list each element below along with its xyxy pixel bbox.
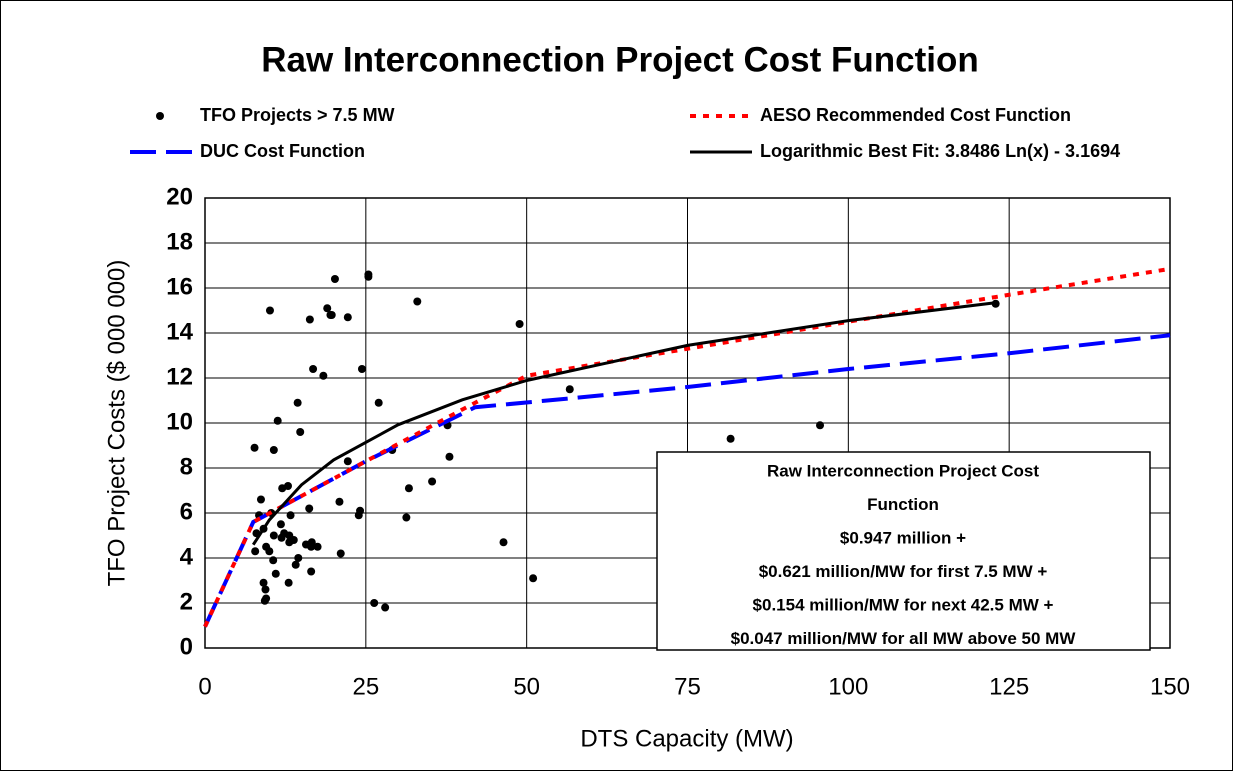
data-point	[294, 554, 303, 562]
data-point	[354, 511, 363, 520]
data-point	[319, 371, 328, 380]
data-point	[273, 416, 282, 425]
x-tick-label: 100	[828, 673, 868, 700]
data-point	[499, 538, 508, 547]
data-point	[445, 452, 454, 461]
data-point	[305, 504, 314, 513]
data-point	[364, 272, 373, 281]
data-point	[285, 538, 294, 547]
data-point	[323, 304, 332, 313]
data-point	[313, 542, 322, 551]
legend-marker	[156, 112, 164, 120]
y-tick-label: 20	[166, 183, 193, 210]
data-point	[284, 578, 293, 587]
x-axis-label: DTS Capacity (MW)	[580, 725, 793, 752]
data-point	[336, 549, 345, 558]
data-point	[381, 603, 390, 612]
data-point	[357, 365, 366, 373]
data-point	[404, 484, 413, 493]
data-point	[269, 446, 278, 454]
annotation-line: $0.947 million +	[840, 528, 966, 547]
data-point	[326, 311, 335, 319]
data-point	[276, 520, 285, 529]
data-point	[343, 313, 352, 322]
annotation-box	[656, 451, 1151, 651]
series-line	[251, 301, 997, 546]
data-point	[250, 443, 259, 452]
data-point	[428, 477, 437, 486]
data-point	[261, 585, 270, 594]
data-point	[307, 567, 316, 576]
y-axis-label: TFO Project Costs ($ 000 000)	[103, 260, 130, 587]
y-tick-label: 0	[180, 633, 193, 660]
data-point	[515, 320, 524, 328]
data-point	[251, 547, 260, 556]
x-tick-label: 50	[513, 673, 540, 700]
data-point	[529, 574, 538, 583]
y-tick-label: 8	[180, 453, 193, 480]
data-point	[265, 306, 274, 315]
y-tick-label: 4	[180, 543, 194, 570]
data-point	[726, 434, 735, 443]
y-tick-label: 18	[166, 228, 193, 255]
data-point	[269, 556, 278, 565]
data-point	[309, 365, 318, 373]
x-tick-label: 25	[352, 673, 379, 700]
data-point	[307, 538, 316, 547]
x-tick-label: 125	[989, 673, 1029, 700]
data-point	[256, 495, 265, 504]
y-tick-label: 14	[166, 318, 193, 345]
annotation-line: $0.047 million/MW for all MW above 50 MW	[731, 629, 1077, 648]
annotation-line: $0.154 million/MW for next 42.5 MW +	[753, 595, 1054, 614]
legend-label: DUC Cost Function	[200, 141, 365, 161]
data-point	[286, 511, 295, 520]
data-point	[291, 560, 300, 569]
legend-label: AESO Recommended Cost Function	[760, 105, 1071, 125]
data-point	[269, 531, 278, 540]
data-point	[271, 569, 280, 578]
data-point	[296, 428, 305, 436]
y-tick-label: 6	[180, 498, 193, 525]
y-tick-label: 2	[180, 588, 193, 615]
annotation-line: Function	[867, 495, 939, 514]
y-tick-label: 12	[166, 363, 193, 390]
data-point	[277, 533, 286, 542]
x-tick-label: 75	[674, 673, 701, 700]
legend-label: TFO Projects > 7.5 MW	[200, 105, 395, 125]
y-tick-label: 16	[166, 273, 193, 300]
data-point	[305, 315, 314, 324]
data-point	[565, 385, 574, 394]
legend-label: Logarithmic Best Fit: 3.8486 Ln(x) - 3.1…	[760, 141, 1120, 161]
data-point	[259, 578, 268, 587]
annotation-line: $0.621 million/MW for first 7.5 MW +	[759, 562, 1048, 581]
data-point	[283, 482, 292, 490]
data-point	[816, 421, 825, 430]
data-point	[265, 547, 274, 556]
data-point	[293, 398, 302, 407]
x-tick-label: 0	[198, 673, 211, 700]
data-point	[374, 398, 383, 407]
chart-title: Raw Interconnection Project Cost Functio…	[261, 40, 979, 79]
series-line	[203, 266, 1171, 628]
data-point	[370, 599, 379, 607]
annotation-line: Raw Interconnection Project Cost	[767, 461, 1039, 480]
data-point	[402, 513, 411, 522]
data-point	[330, 275, 339, 283]
x-tick-label: 150	[1150, 673, 1190, 700]
data-point	[335, 497, 344, 506]
data-point	[260, 596, 269, 605]
data-point	[413, 297, 422, 306]
y-tick-label: 10	[166, 408, 193, 435]
data-point	[343, 457, 352, 466]
